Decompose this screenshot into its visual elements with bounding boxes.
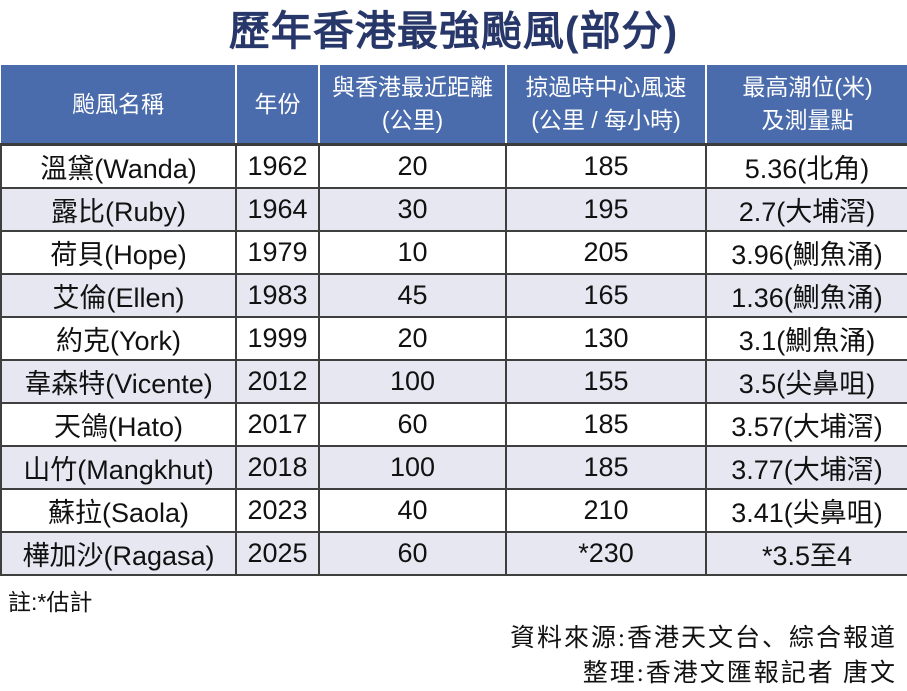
table-row: 天鴿(Hato) 2017 60 185 3.57(大埔滘) xyxy=(0,402,907,447)
cell-tide: *3.5至4 xyxy=(705,531,907,576)
header-row: 颱風名稱 年份 與香港最近距離 (公里) 掠過時中心風速 (公里 / 每小時) … xyxy=(1,65,907,146)
footnote: 註:*估計 xyxy=(8,589,93,615)
cell-distance: 60 xyxy=(318,402,507,447)
cell-windspeed: 195 xyxy=(505,187,707,232)
table-row: 露比(Ruby) 1964 30 195 2.7(大埔滘) xyxy=(0,187,907,232)
cell-typhoon-name: 約克(York) xyxy=(0,316,237,361)
table-row: 約克(York) 1999 20 130 3.1(鰂魚涌) xyxy=(0,316,907,361)
cell-year: 1964 xyxy=(235,187,320,232)
typhoon-table: 颱風名稱 年份 與香港最近距離 (公里) 掠過時中心風速 (公里 / 每小時) … xyxy=(0,65,907,576)
cell-year: 2025 xyxy=(235,531,320,576)
cell-typhoon-name: 山竹(Mangkhut) xyxy=(0,445,237,490)
cell-distance: 20 xyxy=(318,316,507,361)
cell-tide: 3.77(大埔滘) xyxy=(705,445,907,490)
table-header: 颱風名稱 年份 與香港最近距離 (公里) 掠過時中心風速 (公里 / 每小時) … xyxy=(1,65,907,146)
cell-year: 2023 xyxy=(235,488,320,533)
cell-tide: 3.96(鰂魚涌) xyxy=(705,230,907,275)
header-label: 掠過時中心風速 xyxy=(525,74,687,100)
cell-distance: 10 xyxy=(318,230,507,275)
cell-typhoon-name: 溫黛(Wanda) xyxy=(0,143,237,189)
cell-windspeed: 205 xyxy=(505,230,707,275)
attribution-block: 資料來源:香港天文台、綜合報道 整理:香港文匯報記者 唐文 xyxy=(0,621,907,691)
table-row: 艾倫(Ellen) 1983 45 165 1.36(鰂魚涌) xyxy=(0,273,907,318)
cell-typhoon-name: 荷貝(Hope) xyxy=(0,230,237,275)
cell-typhoon-name: 韋森特(Vicente) xyxy=(0,359,237,404)
cell-distance: 30 xyxy=(318,187,507,232)
cell-windspeed: 185 xyxy=(505,445,707,490)
header-label: 年份 xyxy=(254,90,301,117)
cell-distance: 100 xyxy=(318,445,507,490)
table-row: 荷貝(Hope) 1979 10 205 3.96(鰂魚涌) xyxy=(0,230,907,275)
table-body: 溫黛(Wanda) 1962 20 185 5.36(北角) 露比(Ruby) … xyxy=(0,143,907,576)
header-label: 與香港最近距離 xyxy=(332,74,493,100)
cell-distance: 20 xyxy=(318,143,507,189)
cell-tide: 1.36(鰂魚涌) xyxy=(705,273,907,318)
page-title: 歷年香港最強颱風(部分) xyxy=(228,8,679,54)
table-row: 樺加沙(Ragasa) 2025 60 *230 *3.5至4 xyxy=(0,531,907,576)
cell-windspeed: 165 xyxy=(505,273,707,318)
table-row: 溫黛(Wanda) 1962 20 185 5.36(北角) xyxy=(0,143,907,189)
editor-credit: 整理:香港文匯報記者 唐文 xyxy=(582,660,897,687)
cell-tide: 3.5(尖鼻咀) xyxy=(705,359,907,404)
cell-typhoon-name: 樺加沙(Ragasa) xyxy=(0,531,237,576)
source-attribution: 資料來源:香港天文台、綜合報道 xyxy=(510,625,897,652)
cell-windspeed: 185 xyxy=(505,402,707,447)
table-row: 蘇拉(Saola) 2023 40 210 3.41(尖鼻咀) xyxy=(0,488,907,533)
cell-tide: 3.41(尖鼻咀) xyxy=(705,488,907,533)
header-label: 最高潮位(米) xyxy=(742,74,873,100)
table-row: 韋森特(Vicente) 2012 100 155 3.5(尖鼻咀) xyxy=(0,359,907,404)
cell-windspeed: *230 xyxy=(505,531,707,576)
cell-typhoon-name: 天鴿(Hato) xyxy=(0,402,237,447)
cell-typhoon-name: 艾倫(Ellen) xyxy=(0,273,237,318)
cell-windspeed: 155 xyxy=(505,359,707,404)
header-label: 颱風名稱 xyxy=(72,90,164,117)
cell-distance: 45 xyxy=(318,273,507,318)
cell-tide: 5.36(北角) xyxy=(705,143,907,189)
header-sublabel: (公里 / 每小時) xyxy=(531,107,681,133)
cell-typhoon-name: 露比(Ruby) xyxy=(0,187,237,232)
header-cell-distance: 與香港最近距離 (公里) xyxy=(318,65,506,146)
cell-year: 1979 xyxy=(235,230,320,275)
header-cell-windspeed: 掠過時中心風速 (公里 / 每小時) xyxy=(505,65,706,146)
cell-year: 1999 xyxy=(235,316,320,361)
cell-year: 2018 xyxy=(235,445,320,490)
table-row: 山竹(Mangkhut) 2018 100 185 3.77(大埔滘) xyxy=(0,445,907,490)
cell-tide: 2.7(大埔滘) xyxy=(705,187,907,232)
cell-windspeed: 210 xyxy=(505,488,707,533)
header-sublabel: 及測量點 xyxy=(761,107,854,133)
cell-typhoon-name: 蘇拉(Saola) xyxy=(0,488,237,533)
cell-distance: 60 xyxy=(318,531,507,576)
header-cell-name: 颱風名稱 xyxy=(1,65,236,146)
cell-tide: 3.1(鰂魚涌) xyxy=(705,316,907,361)
cell-windspeed: 185 xyxy=(505,143,707,189)
cell-windspeed: 130 xyxy=(505,316,707,361)
cell-year: 1962 xyxy=(235,143,320,189)
cell-distance: 40 xyxy=(318,488,507,533)
header-cell-year: 年份 xyxy=(235,65,319,146)
header-cell-tide: 最高潮位(米) 及測量點 xyxy=(705,65,907,146)
cell-year: 2017 xyxy=(235,402,320,447)
cell-distance: 100 xyxy=(318,359,507,404)
cell-year: 2012 xyxy=(235,359,320,404)
cell-tide: 3.57(大埔滘) xyxy=(705,402,907,447)
cell-year: 1983 xyxy=(235,273,320,318)
header-sublabel: (公里) xyxy=(381,107,444,133)
